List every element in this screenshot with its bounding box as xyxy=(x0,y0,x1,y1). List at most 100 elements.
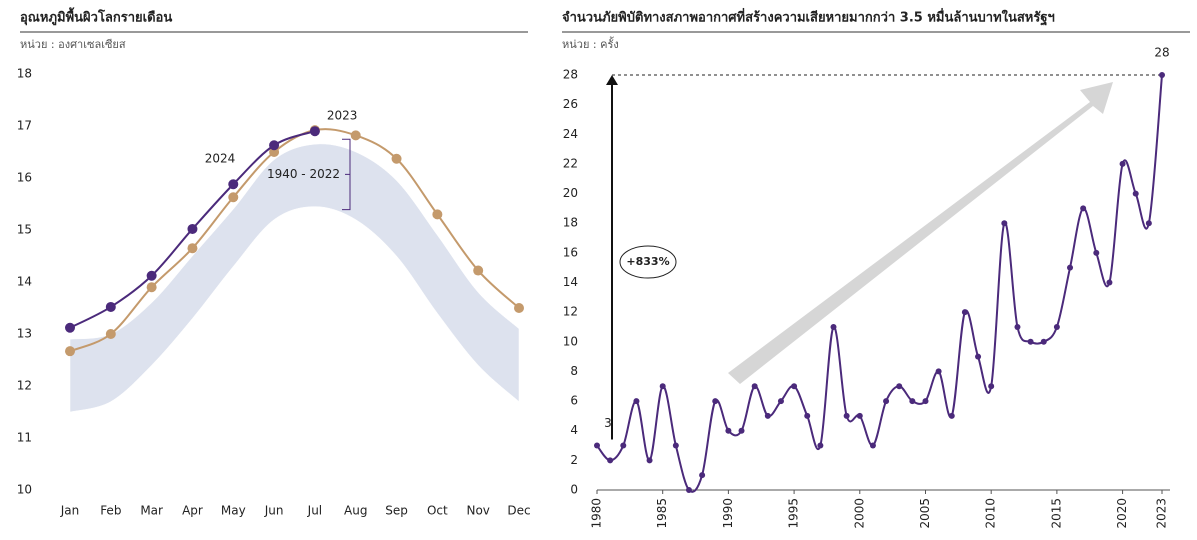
point xyxy=(909,398,916,405)
point xyxy=(105,329,116,339)
y-tick-label: 26 xyxy=(563,97,578,111)
point xyxy=(1159,72,1165,78)
point xyxy=(896,383,903,390)
data-label: 28 xyxy=(1154,46,1169,60)
y-tick-label: 20 xyxy=(563,186,578,200)
point xyxy=(1014,323,1021,330)
y-tick-label: 17 xyxy=(17,119,32,133)
chart-title: จำนวนภัยพิบัติทางสภาพอากาศที่สร้างความเส… xyxy=(562,8,1055,27)
series-label: 2024 xyxy=(205,152,236,166)
point xyxy=(672,442,679,449)
x-tick-label: Jan xyxy=(60,504,80,518)
point xyxy=(65,322,75,333)
point xyxy=(1001,220,1008,227)
point xyxy=(869,442,876,449)
point xyxy=(830,323,837,330)
subtitle: หน่วย : องศาเซลเซียส xyxy=(20,38,126,51)
y-tick-label: 2 xyxy=(570,453,578,467)
point xyxy=(1053,323,1060,330)
y-tick-label: 12 xyxy=(563,305,578,319)
point xyxy=(105,301,116,312)
point xyxy=(633,398,640,405)
point xyxy=(1027,338,1034,345)
point xyxy=(685,487,692,493)
point xyxy=(350,130,361,141)
y-tick-label: 18 xyxy=(17,67,32,81)
x-tick-label: 1990 xyxy=(721,498,735,529)
point xyxy=(883,398,890,405)
y-tick-label: 14 xyxy=(563,275,578,289)
data-label: 3 xyxy=(604,416,612,430)
y-tick-label: 22 xyxy=(563,156,578,170)
point xyxy=(146,270,157,281)
y-tick-label: 24 xyxy=(563,127,578,141)
x-tick-label: May xyxy=(221,504,246,518)
y-tick-label: 28 xyxy=(563,68,578,82)
y-tick-label: 8 xyxy=(570,364,578,378)
x-tick-label: 2005 xyxy=(918,498,932,529)
annotation: +833% xyxy=(626,255,669,268)
point xyxy=(1145,220,1152,227)
series-label: 2023 xyxy=(327,109,358,123)
point xyxy=(309,126,320,137)
point xyxy=(764,412,771,419)
point xyxy=(228,179,239,190)
y-tick-label: 18 xyxy=(563,216,578,230)
point xyxy=(817,442,824,449)
x-tick-label: Apr xyxy=(182,504,203,518)
point xyxy=(65,346,75,357)
point xyxy=(1106,279,1113,286)
range-band xyxy=(69,143,520,413)
y-tick-label: 13 xyxy=(17,327,32,341)
chart-title: อุณหภูมิพื้นผิวโลกรายเดือน xyxy=(20,7,172,26)
y-tick-label: 16 xyxy=(563,245,578,259)
point xyxy=(712,398,719,405)
point xyxy=(843,412,850,419)
point xyxy=(594,442,600,449)
point xyxy=(1132,190,1139,197)
y-tick-label: 4 xyxy=(570,423,578,437)
series-line xyxy=(596,74,1163,493)
trend-arrow xyxy=(728,82,1113,384)
point xyxy=(659,383,666,390)
band-brace xyxy=(342,138,351,211)
x-tick-label: 2000 xyxy=(852,498,866,529)
point xyxy=(269,140,280,151)
y-tick-label: 14 xyxy=(17,275,32,289)
point xyxy=(473,265,484,276)
y-tick-label: 15 xyxy=(17,223,32,237)
point xyxy=(1093,249,1100,256)
arrow-head xyxy=(606,75,618,85)
point xyxy=(146,282,157,293)
x-tick-label: 2023 xyxy=(1155,498,1169,529)
x-tick-label: 1980 xyxy=(590,498,604,529)
point xyxy=(187,243,198,254)
point xyxy=(646,457,653,464)
x-tick-label: 2010 xyxy=(984,498,998,529)
point xyxy=(607,457,614,464)
point xyxy=(187,223,198,234)
point xyxy=(804,412,811,419)
point xyxy=(699,472,706,479)
point xyxy=(228,192,239,203)
point xyxy=(751,383,758,390)
annotation-bubble xyxy=(619,245,677,279)
point xyxy=(777,398,784,405)
subtitle: หน่วย : ครั้ง xyxy=(562,36,619,51)
point xyxy=(975,353,982,360)
y-tick-label: 0 xyxy=(570,483,578,497)
point xyxy=(725,427,732,434)
x-tick-label: Nov xyxy=(466,504,489,518)
point xyxy=(1080,205,1087,212)
x-tick-label: 1995 xyxy=(787,498,801,529)
y-tick-label: 16 xyxy=(17,171,32,185)
point xyxy=(961,309,968,316)
x-tick-label: Oct xyxy=(427,504,448,518)
x-tick-label: Aug xyxy=(344,504,367,518)
x-tick-label: 2015 xyxy=(1049,498,1063,529)
band-label: 1940 - 2022 xyxy=(267,167,340,181)
point xyxy=(738,427,745,434)
point xyxy=(948,412,955,419)
point xyxy=(1040,338,1047,345)
